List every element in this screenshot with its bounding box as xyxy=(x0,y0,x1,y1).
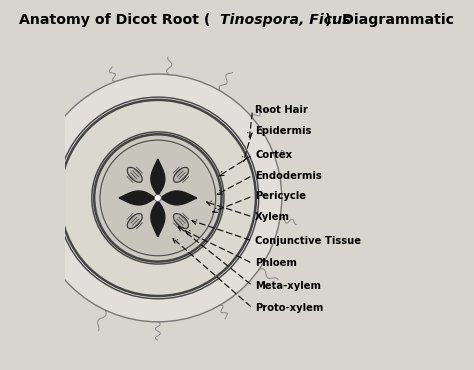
Text: Conjunctive Tissue: Conjunctive Tissue xyxy=(255,236,361,246)
Text: Cortex: Cortex xyxy=(255,150,292,160)
Text: Meta-xylem: Meta-xylem xyxy=(255,281,321,291)
Circle shape xyxy=(155,195,161,201)
Ellipse shape xyxy=(127,167,142,182)
Polygon shape xyxy=(151,201,165,237)
Text: Root Hair: Root Hair xyxy=(255,105,308,115)
Circle shape xyxy=(60,100,256,296)
Text: Tinospora, Ficus: Tinospora, Ficus xyxy=(220,13,351,27)
Circle shape xyxy=(102,142,214,254)
Text: ): Diagrammatic: ): Diagrammatic xyxy=(325,13,454,27)
Text: Anatomy of Dicot Root (: Anatomy of Dicot Root ( xyxy=(19,13,210,27)
Ellipse shape xyxy=(127,213,142,229)
Text: Pericycle: Pericycle xyxy=(255,191,306,201)
Text: Proto-xylem: Proto-xylem xyxy=(255,303,324,313)
Ellipse shape xyxy=(173,213,189,229)
Text: Xylem: Xylem xyxy=(255,212,290,222)
Polygon shape xyxy=(151,159,165,195)
Circle shape xyxy=(34,74,282,322)
Circle shape xyxy=(91,131,225,265)
Ellipse shape xyxy=(173,167,189,182)
Polygon shape xyxy=(161,191,197,205)
Polygon shape xyxy=(119,191,155,205)
Text: Epidermis: Epidermis xyxy=(255,126,311,136)
Text: Phloem: Phloem xyxy=(255,258,297,268)
Text: Endodermis: Endodermis xyxy=(255,171,322,181)
